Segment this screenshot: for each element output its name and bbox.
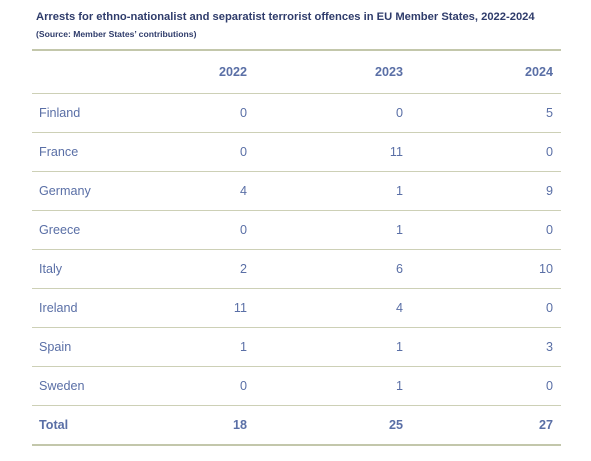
- row-value-2024: 0: [545, 145, 553, 159]
- total-value-2023: 25: [388, 418, 403, 432]
- arrests-table: 2022 2023 2024 Finland 0 0 5 France 0 11…: [32, 49, 561, 446]
- row-value-2024: 0: [545, 379, 553, 393]
- row-value-2022: 2: [239, 262, 247, 276]
- table-caption: Arrests for ethno-nationalist and separa…: [36, 9, 556, 43]
- row-divider: [32, 171, 561, 172]
- row-value-2022: 1: [239, 340, 247, 354]
- row-value-2023: 1: [395, 184, 403, 198]
- table-header-row: 2022 2023 2024: [32, 51, 561, 93]
- table-row: Ireland 11 4 0: [32, 289, 561, 327]
- row-value-2023: 6: [395, 262, 403, 276]
- table-bottom-rule: [32, 444, 561, 446]
- row-country: Sweden: [39, 379, 85, 393]
- row-divider: [32, 132, 561, 133]
- row-value-2024: 3: [545, 340, 553, 354]
- row-country: Italy: [39, 262, 63, 276]
- table-row: Finland 0 0 5: [32, 94, 561, 132]
- row-divider: [32, 249, 561, 250]
- row-value-2023: 0: [395, 106, 403, 120]
- row-value-2023: 11: [389, 145, 403, 159]
- row-country: France: [39, 145, 79, 159]
- row-divider: [32, 327, 561, 328]
- row-value-2022: 11: [233, 301, 247, 315]
- total-value-2024: 27: [538, 418, 553, 432]
- row-divider: [32, 366, 561, 367]
- caption-source: (Source: Member States’ contributions): [36, 29, 197, 39]
- row-value-2024: 5: [545, 106, 553, 120]
- table-total-row: Total 18 25 27: [32, 406, 561, 444]
- row-value-2022: 0: [239, 145, 247, 159]
- row-country: Greece: [39, 223, 81, 237]
- caption-title: Arrests for ethno-nationalist and separa…: [36, 11, 535, 23]
- row-value-2023: 1: [395, 223, 403, 237]
- table-row: Sweden 0 1 0: [32, 367, 561, 405]
- row-divider: [32, 93, 561, 94]
- row-divider: [32, 288, 561, 289]
- row-value-2023: 4: [395, 301, 403, 315]
- table-row: France 0 11 0: [32, 133, 561, 171]
- row-value-2024: 0: [545, 223, 553, 237]
- row-value-2022: 4: [239, 184, 247, 198]
- header-2022: 2022: [218, 65, 247, 79]
- row-value-2024: 10: [538, 262, 553, 276]
- table-row: Greece 0 1 0: [32, 211, 561, 249]
- table-row: Italy 2 6 10: [32, 250, 561, 288]
- table-row: Germany 4 1 9: [32, 172, 561, 210]
- row-country: Ireland: [39, 301, 78, 315]
- total-value-2022: 18: [232, 418, 247, 432]
- row-value-2024: 9: [545, 184, 553, 198]
- row-value-2022: 0: [239, 379, 247, 393]
- row-country: Spain: [39, 340, 72, 354]
- row-value-2022: 0: [239, 106, 247, 120]
- row-value-2024: 0: [545, 301, 553, 315]
- total-label: Total: [39, 418, 69, 432]
- row-divider: [32, 405, 561, 406]
- row-country: Finland: [39, 106, 81, 120]
- row-value-2023: 1: [395, 340, 403, 354]
- header-2024: 2024: [524, 65, 553, 79]
- table-top-rule: [32, 49, 561, 51]
- row-country: Germany: [39, 184, 91, 198]
- row-value-2023: 1: [395, 379, 403, 393]
- row-value-2022: 0: [239, 223, 247, 237]
- table-row: Spain 1 1 3: [32, 328, 561, 366]
- header-2023: 2023: [374, 65, 403, 79]
- row-divider: [32, 210, 561, 211]
